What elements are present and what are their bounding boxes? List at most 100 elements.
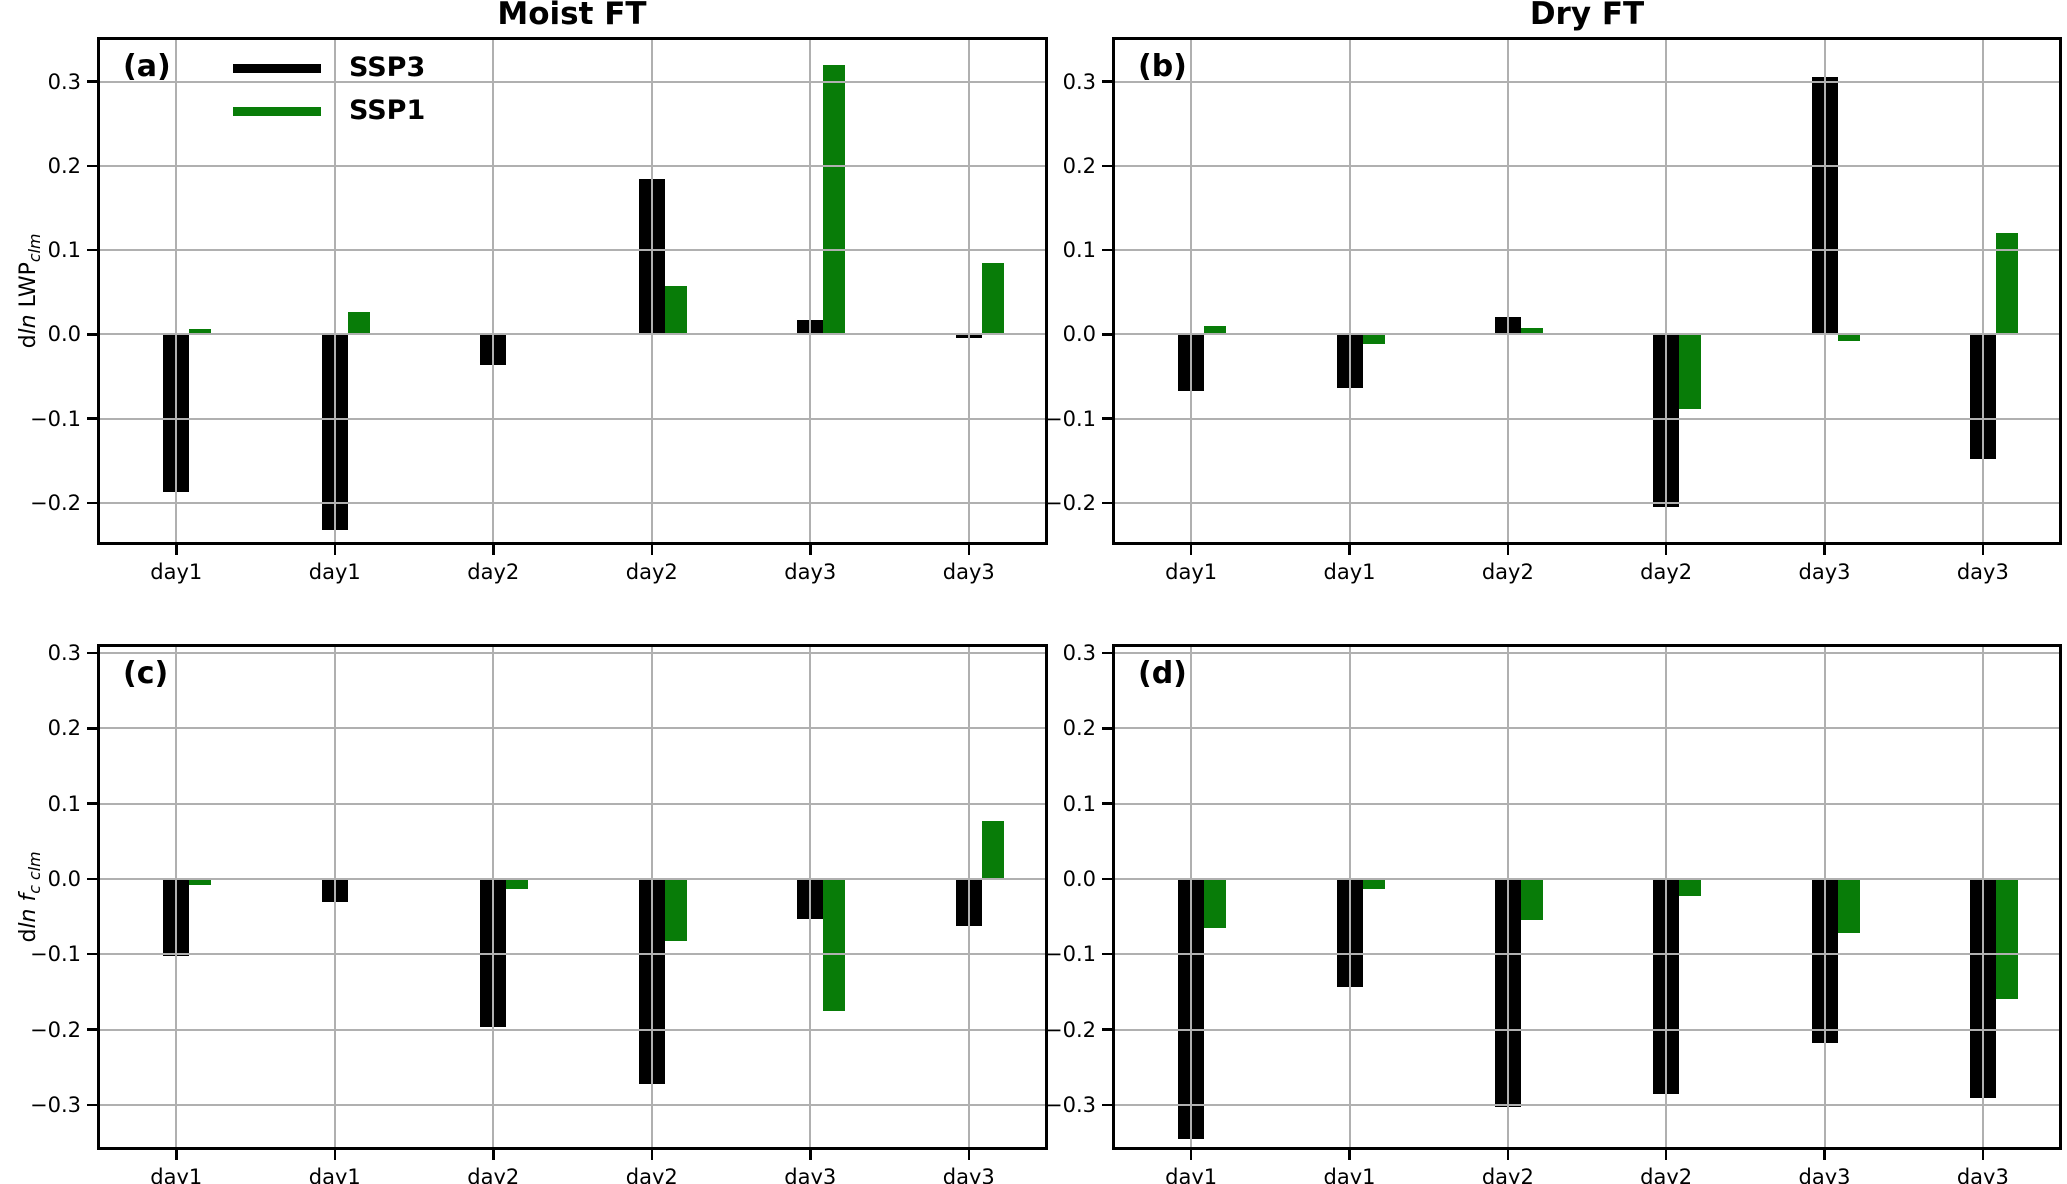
y-tick-label: −0.1 [30,406,81,431]
gridline [1348,37,1351,545]
x-tick-mark [492,545,495,555]
gridline [650,37,653,545]
y-axis-label-c: dln fc clm [16,851,44,942]
gridline [175,37,178,545]
x-tick-mark [809,545,812,555]
x-tick-mark [1506,1150,1510,1160]
y-tick-mark [87,952,97,956]
bar-ssp1-day2 [506,878,529,890]
y-tick-mark [1102,802,1112,805]
gridline [1981,644,1984,1150]
gridline [1112,501,2062,504]
gridline [1112,333,2062,336]
y-tick-label: 0.0 [1062,322,1096,347]
panel-a-axes [97,37,1048,545]
bar-ssp1-day2 [1520,328,1543,335]
x-tick-label: day1 [150,560,203,584]
gridline [1823,644,1826,1150]
bar-ssp1-day2 [664,878,687,942]
bar-ssp1-day1 [189,329,212,335]
y-axis-label-part: ln [15,908,41,929]
x-tick-mark [809,1150,812,1160]
gridline [1112,417,2062,420]
bar-ssp1-day3 [1837,334,1860,342]
gridline [1112,877,2062,880]
gridline [1190,644,1193,1150]
y-axis-label-part: ln [15,314,41,335]
y-axis-label-part: LWP [15,262,41,315]
y-tick-mark [87,248,97,252]
y-tick-mark [87,727,97,730]
bar-ssp1-day1 [189,878,212,885]
y-tick-mark [1102,1028,1112,1031]
gridline [1112,164,2062,167]
x-tick-label: day2 [1640,1165,1693,1184]
x-tick-label: day3 [942,560,995,584]
gridline [1112,727,2062,730]
bar-ssp1-day1 [347,311,370,335]
y-tick-mark [1102,164,1112,168]
bar-ssp1-day1 [1362,334,1385,345]
bar-ssp1-day1 [1204,878,1227,928]
x-tick-label: day1 [150,1165,203,1184]
x-tick-label: day1 [308,560,361,584]
y-tick-label: 0.2 [1062,716,1096,741]
y-tick-label: −0.2 [30,1017,81,1042]
y-tick-label: −0.2 [30,490,81,515]
y-tick-label: −0.1 [30,942,81,967]
gridline [1190,37,1193,545]
y-tick-label: 0.2 [47,716,81,741]
gridline [650,644,653,1150]
y-axis-label-part: c clm [25,851,45,894]
x-tick-label: day2 [467,1165,520,1184]
gridline [175,644,178,1150]
x-tick-mark [1664,545,1668,555]
y-tick-label: 0.3 [1062,69,1096,94]
x-tick-mark [1823,1150,1826,1160]
x-tick-mark [1981,1150,1985,1160]
x-tick-label: day1 [308,1165,361,1184]
y-tick-mark [1102,333,1112,336]
gridline [97,652,1048,655]
y-tick-mark [1102,952,1112,956]
gridline [1112,1103,2062,1106]
legend-label-ssp3: SSP3 [349,52,426,83]
legend-swatch-ssp3 [233,64,321,73]
gridline [97,953,1048,956]
bar-ssp1-day3 [981,820,1004,879]
x-tick-label: day2 [1640,560,1693,584]
x-tick-label: day2 [467,560,520,584]
y-tick-label: −0.3 [1045,1092,1096,1117]
x-tick-mark [1506,545,1510,555]
gridline [1112,652,2062,655]
y-tick-label: −0.2 [1045,490,1096,515]
x-tick-label: day3 [1798,560,1851,584]
x-tick-label: day2 [625,560,678,584]
y-tick-mark [87,1103,97,1107]
panel-letter-a: (a) [123,49,171,84]
gridline [333,37,336,545]
y-tick-mark [1102,651,1112,655]
gridline [333,644,336,1150]
bar-ssp1-day3 [823,64,846,335]
x-tick-mark [1189,545,1193,555]
gridline [97,1103,1048,1106]
y-tick-label: 0.3 [1062,641,1096,666]
gridline [967,37,970,545]
gridline [97,727,1048,730]
y-axis-label-part: d [15,928,41,943]
gridline [97,501,1048,504]
y-tick-label: 0.0 [47,866,81,891]
bar-ssp1-day3 [981,262,1004,335]
gridline [1112,802,2062,805]
bar-ssp1-day2 [1520,878,1543,920]
y-axis-label-part: d [15,334,41,349]
y-tick-mark [1102,248,1112,252]
x-tick-label: day1 [1323,560,1376,584]
y-tick-mark [87,651,97,655]
gridline [97,249,1048,252]
panel-c-axes [97,644,1048,1150]
y-tick-mark [1102,727,1112,730]
y-tick-mark [1102,877,1112,881]
x-tick-label: day3 [1798,1165,1851,1184]
